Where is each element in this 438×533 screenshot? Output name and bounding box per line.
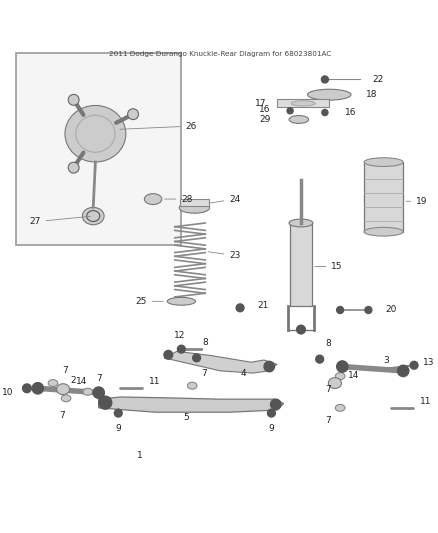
Polygon shape (99, 397, 283, 412)
Circle shape (271, 399, 281, 409)
Ellipse shape (289, 219, 313, 227)
Circle shape (236, 304, 244, 312)
Ellipse shape (289, 116, 309, 124)
Text: 7: 7 (59, 411, 65, 421)
Circle shape (337, 361, 348, 372)
Circle shape (264, 361, 275, 372)
Circle shape (23, 384, 31, 393)
Text: 22: 22 (373, 75, 384, 84)
Circle shape (93, 387, 104, 398)
Ellipse shape (291, 101, 315, 106)
Circle shape (177, 345, 185, 353)
Text: 5: 5 (183, 413, 189, 422)
Circle shape (322, 109, 328, 116)
Ellipse shape (364, 158, 403, 166)
Ellipse shape (76, 115, 115, 152)
Text: 16: 16 (344, 108, 356, 117)
Ellipse shape (48, 379, 58, 386)
Ellipse shape (127, 109, 138, 119)
Text: 28: 28 (165, 195, 193, 204)
Ellipse shape (336, 373, 345, 379)
Ellipse shape (307, 89, 351, 100)
Text: 7: 7 (326, 416, 332, 425)
Text: 17: 17 (254, 99, 266, 108)
Ellipse shape (145, 193, 162, 205)
Bar (180, 199, 208, 206)
Text: 12: 12 (173, 332, 185, 341)
Ellipse shape (65, 106, 126, 162)
Text: 4: 4 (240, 369, 246, 377)
Text: 8: 8 (202, 338, 208, 347)
Text: 9: 9 (115, 424, 121, 433)
Ellipse shape (87, 211, 100, 222)
Ellipse shape (187, 382, 197, 389)
Text: 7: 7 (96, 374, 102, 383)
Text: 23: 23 (208, 251, 240, 260)
Circle shape (398, 365, 409, 376)
Circle shape (99, 396, 112, 409)
Polygon shape (164, 351, 277, 373)
Circle shape (297, 325, 305, 334)
Bar (16, 53, 181, 245)
Text: 25: 25 (135, 297, 163, 306)
Text: 7: 7 (201, 369, 207, 378)
Circle shape (287, 108, 293, 114)
Bar (290, 223, 312, 305)
Text: 14: 14 (76, 377, 88, 386)
Circle shape (337, 306, 343, 313)
Text: 9: 9 (268, 424, 274, 433)
Circle shape (410, 361, 418, 369)
Text: 2: 2 (71, 376, 76, 385)
Text: 3: 3 (384, 356, 389, 365)
Circle shape (32, 383, 43, 394)
Text: 2011 Dodge Durango Knuckle-Rear Diagram for 68023801AC: 2011 Dodge Durango Knuckle-Rear Diagram … (110, 51, 332, 57)
Circle shape (164, 351, 173, 359)
Text: 29: 29 (259, 115, 271, 124)
Text: 11: 11 (420, 397, 431, 406)
Ellipse shape (83, 389, 92, 395)
Text: 7: 7 (326, 385, 332, 394)
Ellipse shape (68, 162, 79, 173)
Bar (364, 162, 403, 232)
Ellipse shape (68, 94, 79, 106)
Text: 11: 11 (149, 377, 160, 386)
Text: 1: 1 (137, 451, 142, 460)
Text: 26: 26 (120, 122, 197, 131)
Text: 27: 27 (29, 216, 91, 227)
Ellipse shape (179, 203, 210, 213)
Text: 24: 24 (210, 195, 240, 204)
Circle shape (321, 76, 328, 83)
Ellipse shape (364, 228, 403, 236)
Ellipse shape (61, 395, 71, 402)
Text: 21: 21 (258, 301, 269, 310)
Circle shape (114, 409, 122, 417)
Bar (277, 100, 329, 107)
Text: 20: 20 (386, 305, 397, 314)
Circle shape (365, 306, 372, 313)
Ellipse shape (336, 405, 345, 411)
Text: 18: 18 (366, 90, 378, 99)
Text: 19: 19 (406, 197, 428, 206)
Circle shape (316, 355, 324, 363)
Circle shape (268, 409, 276, 417)
Text: 14: 14 (348, 371, 359, 379)
Text: 8: 8 (325, 340, 331, 348)
Circle shape (193, 354, 201, 362)
Text: 13: 13 (423, 358, 434, 367)
Ellipse shape (82, 207, 104, 225)
Text: 15: 15 (314, 262, 343, 271)
Ellipse shape (328, 378, 342, 389)
Text: 7: 7 (62, 366, 67, 375)
Text: 16: 16 (259, 106, 271, 115)
Ellipse shape (167, 297, 195, 305)
Ellipse shape (57, 384, 70, 394)
Text: 10: 10 (2, 388, 14, 397)
